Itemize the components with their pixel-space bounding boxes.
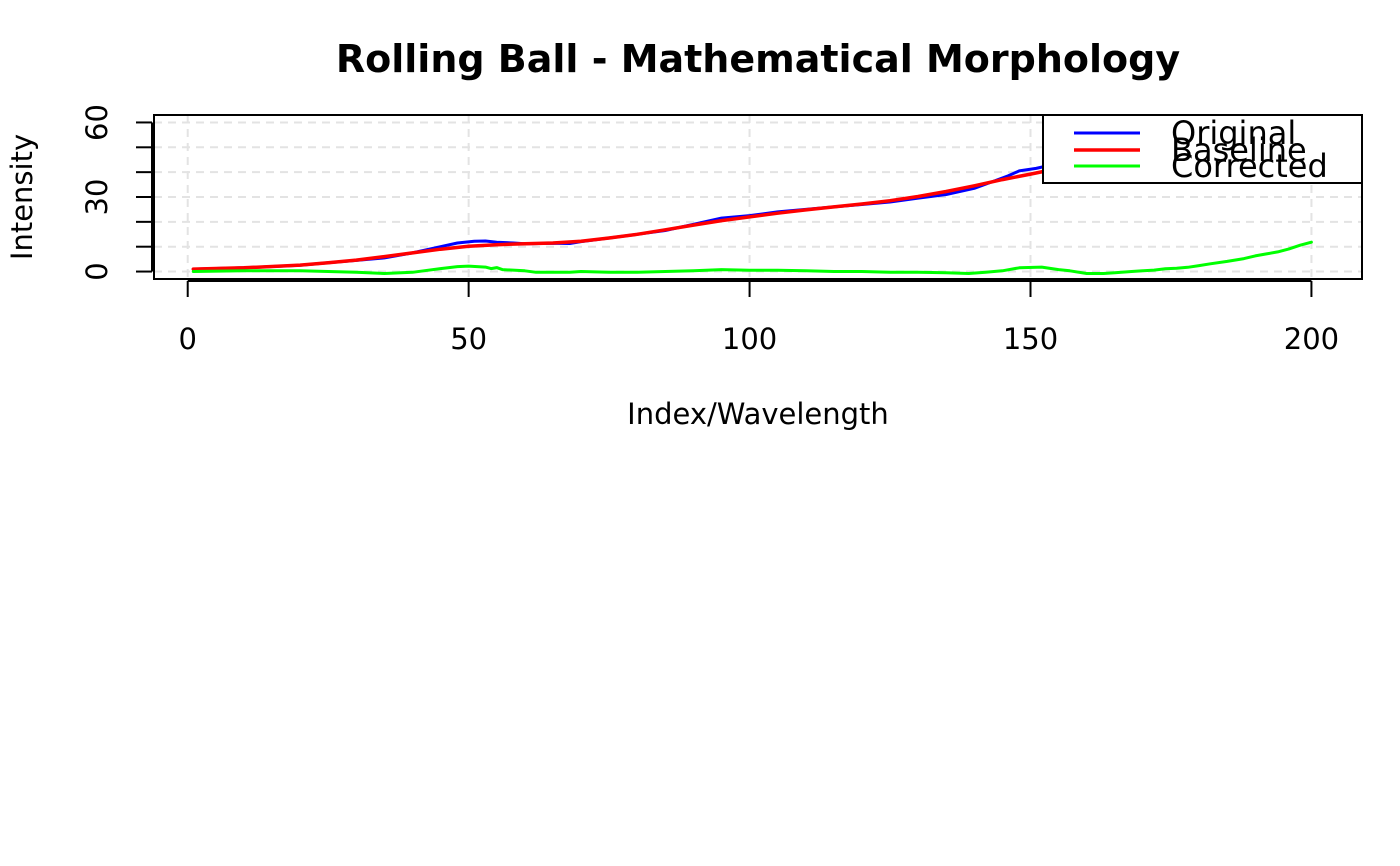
x-tick-label: 0 bbox=[178, 322, 196, 356]
y-tick-label: 30 bbox=[80, 179, 114, 216]
chart-title: Rolling Ball - Mathematical Morphology bbox=[336, 37, 1180, 81]
x-axis: 0 50 100 150 200 bbox=[178, 280, 1339, 356]
series-line-corrected bbox=[191, 240, 1313, 275]
x-axis-title: Index/Wavelength bbox=[627, 397, 889, 431]
legend-label-baseline: Baseline bbox=[1171, 131, 1307, 169]
legend-label-corrected: Corrected bbox=[1171, 147, 1328, 185]
x-tick-label: 50 bbox=[450, 322, 487, 356]
plot-frame bbox=[153, 114, 1363, 280]
y-axis-title: Intensity bbox=[5, 134, 39, 260]
y-tick-label: 60 bbox=[80, 104, 114, 141]
x-tick-label: 200 bbox=[1284, 322, 1339, 356]
x-tick-label: 100 bbox=[722, 322, 777, 356]
grid bbox=[154, 115, 1362, 279]
legend-label-original: Original bbox=[1171, 114, 1296, 152]
y-tick-label: 0 bbox=[80, 262, 114, 280]
x-tick-label: 150 bbox=[1003, 322, 1058, 356]
y-axis: 0 30 60 bbox=[80, 104, 153, 281]
